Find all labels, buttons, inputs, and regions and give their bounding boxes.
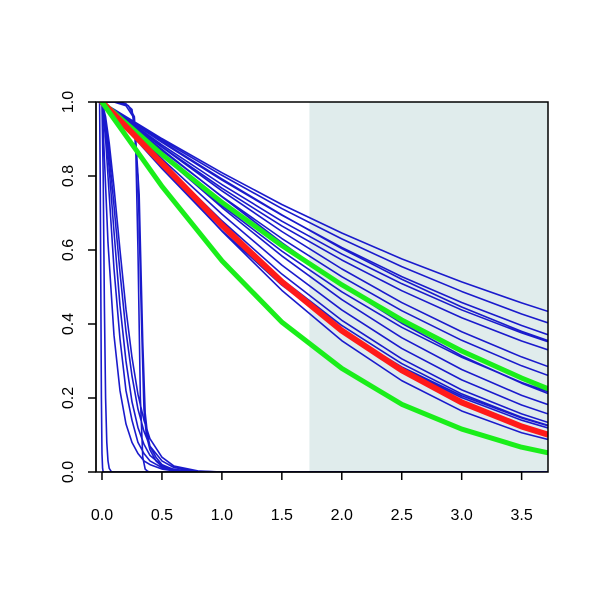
series-line-2 xyxy=(101,102,548,324)
series-line-1 xyxy=(101,102,548,313)
y-tick-label: 0.0 xyxy=(60,461,77,483)
x-tick-label: 1.5 xyxy=(271,507,293,524)
series-line-5 xyxy=(101,102,548,343)
series-line-22 xyxy=(101,102,548,472)
x-axis: 0.0 0.5 1.0 1.5 2.0 2.5 3.0 3.5 xyxy=(91,471,533,524)
y-axis: 0.0 0.2 0.4 0.6 0.8 1.0 xyxy=(60,91,97,483)
series-line-27 xyxy=(101,102,548,472)
series-line-7 xyxy=(101,102,548,368)
y-tick-label: 0.2 xyxy=(60,387,77,409)
series-layer xyxy=(97,102,548,472)
x-tick-label: 2.0 xyxy=(331,507,353,524)
x-tick-label: 0.5 xyxy=(151,507,173,524)
series-line-4 xyxy=(101,102,548,342)
x-tick-label: 0.0 xyxy=(91,507,113,524)
x-tick-label: 3.5 xyxy=(510,507,532,524)
x-tick-label: 1.0 xyxy=(211,507,233,524)
y-tick-label: 0.6 xyxy=(60,239,77,261)
x-tick-label: 2.5 xyxy=(391,507,413,524)
y-tick-label: 0.4 xyxy=(60,313,77,335)
series-line-23 xyxy=(97,102,548,472)
series-line-30 xyxy=(99,102,548,456)
y-tick-label: 1.0 xyxy=(60,91,77,113)
series-line-6 xyxy=(101,102,548,351)
series-line-24 xyxy=(100,102,548,472)
y-tick-label: 0.8 xyxy=(60,165,77,187)
series-line-28 xyxy=(99,102,548,392)
series-line-12 xyxy=(101,102,548,415)
x-tick-label: 3.0 xyxy=(451,507,473,524)
series-line-29 xyxy=(98,102,548,438)
